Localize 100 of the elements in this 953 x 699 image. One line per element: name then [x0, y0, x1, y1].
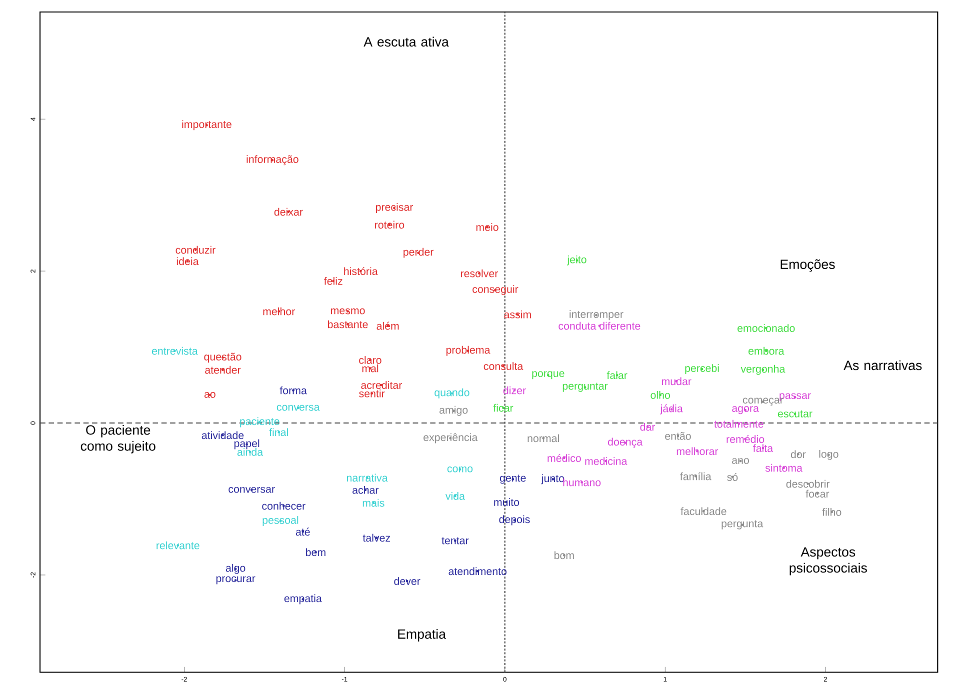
data-label: jeito — [566, 256, 586, 266]
data-label: conversar — [228, 487, 275, 493]
data-label: família — [680, 472, 712, 480]
data-label: pergunta — [722, 520, 764, 530]
data-label: filho — [822, 508, 842, 516]
annotation: Aspectos psicossociais — [790, 547, 867, 576]
data-label: dizer — [503, 386, 526, 394]
data-label: algo — [226, 564, 246, 574]
data-label: assim — [504, 310, 531, 318]
data-label: bem — [306, 548, 326, 556]
data-label: história — [344, 267, 378, 276]
data-label: doença — [608, 438, 643, 448]
data-label: falta — [753, 444, 774, 452]
data-label: melhorar — [676, 447, 718, 456]
data-label: além — [376, 322, 399, 330]
data-label: ficar — [493, 404, 514, 412]
data-label: só — [727, 473, 738, 481]
annotation: Emoções — [780, 259, 835, 272]
annotation: A escuta ativa — [364, 36, 449, 47]
data-label: médico — [548, 454, 581, 462]
data-label: mudar — [662, 377, 692, 386]
data-label: perder — [404, 248, 434, 258]
data-label: percebi — [685, 364, 719, 374]
data-label: acreditar — [361, 381, 402, 389]
data-label: perguntar — [562, 382, 608, 392]
data-label: informação — [246, 155, 298, 166]
annotation: O paciente como sujeito — [80, 424, 156, 454]
data-label: questão — [204, 352, 242, 363]
data-label: como — [447, 466, 473, 472]
data-label: bom — [554, 551, 574, 560]
data-label: precisar — [376, 203, 414, 214]
data-label: até — [296, 528, 310, 536]
data-label: junto — [541, 474, 564, 484]
data-label: falar — [606, 371, 628, 380]
data-label: ainda — [237, 448, 264, 456]
data-label: faculdade — [680, 507, 726, 516]
data-label: jádia — [660, 404, 683, 414]
data-label: achar — [352, 486, 379, 494]
data-label: medicina — [585, 457, 628, 465]
data-label: muito — [494, 498, 520, 506]
data-label: dor — [790, 450, 806, 458]
data-label: sintoma — [765, 464, 802, 472]
data-label: narrativa — [346, 474, 388, 482]
data-label: escutar — [778, 410, 812, 418]
data-label: tentar — [442, 537, 469, 544]
data-label: forma — [280, 386, 307, 394]
data-label: então — [665, 432, 691, 440]
data-label: conduta diferente — [558, 322, 640, 330]
data-label: mais — [362, 498, 384, 507]
data-label: deixar — [274, 208, 303, 216]
data-label: remédio — [726, 435, 764, 444]
data-label: atendimento — [448, 567, 507, 576]
data-label: melhor — [263, 307, 295, 316]
data-label: relevante — [156, 541, 200, 550]
data-label: conhecer — [262, 502, 306, 510]
data-label: normal — [528, 434, 559, 442]
data-label: mal — [362, 364, 378, 372]
data-label: experiência — [424, 433, 478, 444]
data-label: ao — [204, 392, 216, 398]
data-label: vergonha — [740, 364, 786, 375]
data-label: final — [269, 428, 288, 436]
data-label: procurar — [216, 576, 256, 584]
data-label: meio — [476, 223, 498, 231]
data-label: feliz — [324, 277, 342, 285]
data-label: claro — [359, 356, 382, 364]
data-label: depois — [499, 515, 530, 526]
data-label: focar — [806, 490, 830, 498]
data-label: mesmo — [331, 308, 365, 314]
data-label: dar — [640, 422, 656, 431]
data-label: vida — [445, 492, 465, 500]
data-label: atender — [205, 366, 241, 374]
data-label: importante — [182, 120, 232, 130]
data-label: ideia — [176, 257, 199, 266]
data-label: embora — [748, 346, 784, 355]
data-label: entrevista — [152, 346, 198, 355]
data-label: problema — [446, 346, 490, 356]
data-label: resolver — [460, 269, 498, 278]
data-label: conseguir — [472, 285, 518, 296]
data-label: olho — [650, 391, 670, 399]
annotation: As narrativas — [844, 360, 922, 370]
data-label: descobrir — [786, 480, 830, 488]
data-label: talvez — [362, 534, 390, 542]
data-label: roteiro — [375, 220, 404, 229]
annotation: Empatia — [398, 629, 446, 642]
data-label: consulta — [484, 362, 524, 370]
data-label: quando — [434, 388, 470, 398]
data-label: atividade — [202, 431, 244, 440]
data-label: logo — [819, 450, 838, 460]
data-label: agora — [732, 406, 759, 414]
data-label: humano — [563, 478, 601, 486]
data-label: emocionado — [738, 324, 795, 332]
data-label: empatia — [284, 594, 322, 604]
data-label: pessoal — [262, 516, 298, 526]
data-label: interromper — [570, 310, 624, 320]
data-label: papel — [234, 439, 260, 450]
data-label: amigo — [440, 406, 468, 416]
data-label: dever — [394, 577, 420, 586]
data-label: ano — [732, 458, 749, 464]
data-label: conversa — [276, 404, 320, 411]
data-label: sentir — [359, 390, 385, 398]
